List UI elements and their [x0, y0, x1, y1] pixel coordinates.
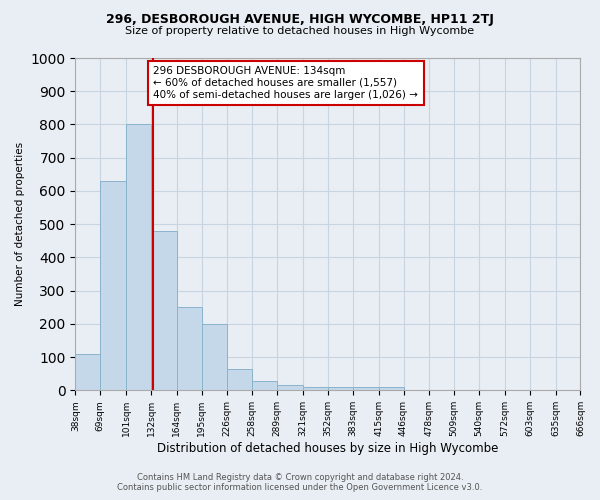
- Text: Size of property relative to detached houses in High Wycombe: Size of property relative to detached ho…: [125, 26, 475, 36]
- X-axis label: Distribution of detached houses by size in High Wycombe: Distribution of detached houses by size …: [157, 442, 499, 455]
- Bar: [202, 324, 227, 390]
- Bar: [126, 124, 151, 390]
- Text: 296 DESBOROUGH AVENUE: 134sqm
← 60% of detached houses are smaller (1,557)
40% o: 296 DESBOROUGH AVENUE: 134sqm ← 60% of d…: [154, 66, 418, 100]
- Bar: [76, 354, 100, 391]
- Text: 296, DESBOROUGH AVENUE, HIGH WYCOMBE, HP11 2TJ: 296, DESBOROUGH AVENUE, HIGH WYCOMBE, HP…: [106, 12, 494, 26]
- Bar: [227, 370, 253, 390]
- Bar: [177, 308, 202, 390]
- Bar: [253, 381, 277, 390]
- Bar: [353, 387, 379, 390]
- Bar: [328, 387, 353, 390]
- Text: Contains HM Land Registry data © Crown copyright and database right 2024.
Contai: Contains HM Land Registry data © Crown c…: [118, 473, 482, 492]
- Bar: [151, 231, 177, 390]
- Bar: [277, 386, 303, 390]
- Y-axis label: Number of detached properties: Number of detached properties: [15, 142, 25, 306]
- Bar: [303, 387, 328, 390]
- Bar: [100, 181, 126, 390]
- Bar: [379, 387, 404, 390]
